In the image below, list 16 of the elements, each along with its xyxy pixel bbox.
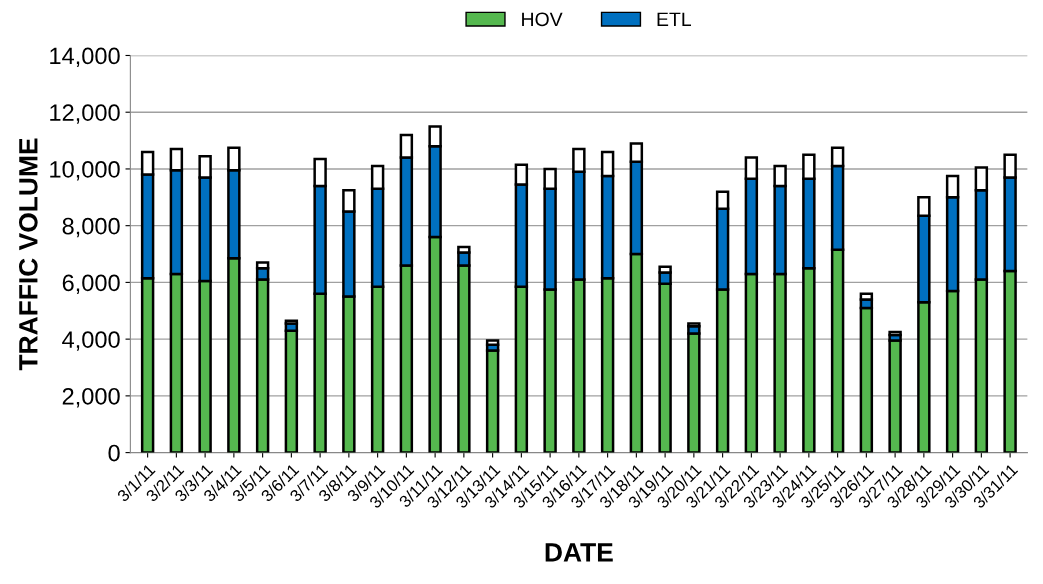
y-tick-label: 8,000 [62,217,120,238]
y-tick-label: 6,000 [62,274,120,294]
bar [888,339,902,453]
legend-label: ETL [657,12,692,26]
y-tick-label: 14,000 [50,47,120,68]
bar [687,332,701,453]
y-tick-label: 0 [108,444,120,462]
y-tick-label: 10,000 [50,161,120,181]
y-axis-title: TRAFFIC VOLUME [18,138,38,371]
bar [284,329,299,453]
y-tick-label: 12,000 [50,104,120,124]
bar [485,349,500,453]
y-tick-label: 2,000 [62,387,120,408]
legend-label: HOV [522,12,563,27]
x-axis-title: DATE [545,543,613,562]
y-tick-label: 4,000 [62,331,120,351]
